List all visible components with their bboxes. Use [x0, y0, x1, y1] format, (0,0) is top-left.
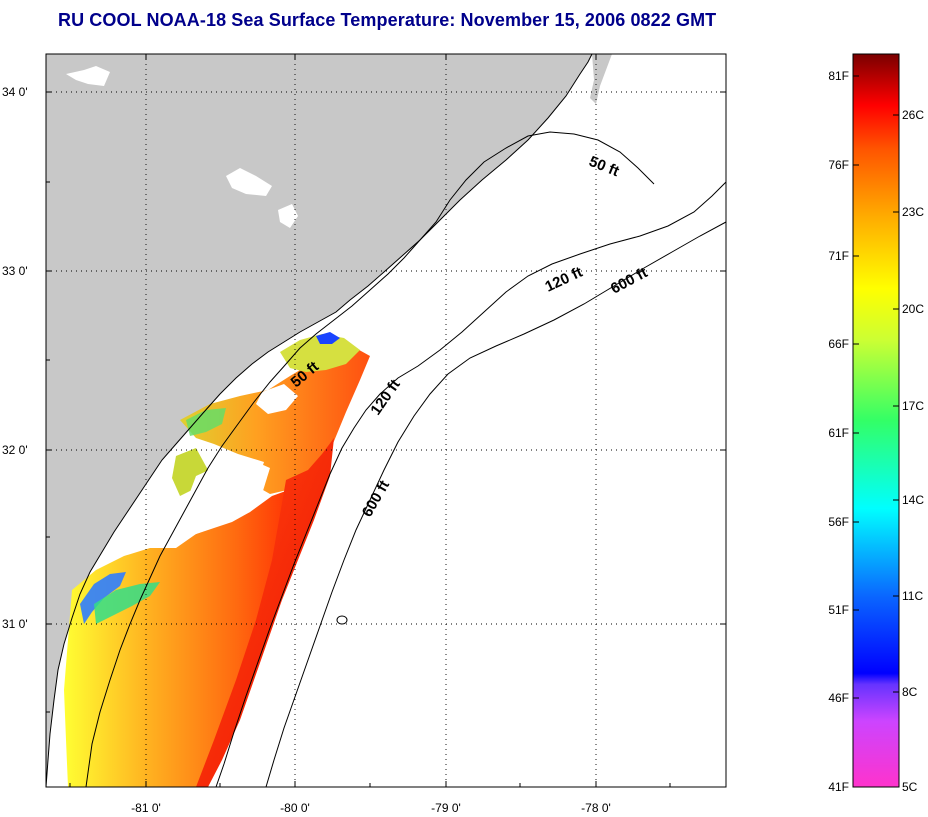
- sst-south-patch: [64, 468, 310, 787]
- inland-lake-a: [66, 66, 110, 86]
- colorbar-c-17: 17C: [902, 399, 924, 413]
- land-mass: [46, 54, 592, 787]
- sst-blue-north: [316, 332, 340, 344]
- colorbar-f-51: 51F: [828, 603, 849, 617]
- isobath-600ft: [265, 221, 726, 787]
- cloud-gap-main: [184, 460, 270, 536]
- cloud-gap-north: [256, 384, 298, 414]
- coastline: [46, 54, 593, 787]
- lat-label-32: 32 0': [2, 443, 28, 457]
- colorbar-f-66: 66F: [828, 337, 849, 351]
- colorbar-c-8: 8C: [902, 685, 918, 699]
- inland-lake-b: [226, 168, 272, 196]
- lon-label-78: -78 0': [581, 801, 611, 815]
- inland-lake-c: [278, 204, 298, 228]
- map-title: RU COOL NOAA-18 Sea Surface Temperature:…: [58, 10, 717, 30]
- cape-land: [590, 54, 612, 104]
- graticule: [46, 54, 726, 787]
- colorbar-f-71: 71F: [828, 249, 849, 263]
- colorbar-c-20: 20C: [902, 302, 924, 316]
- colorbar-f-41: 41F: [828, 780, 849, 794]
- sst-green-mid: [186, 408, 226, 436]
- sst-cold-nearshore: [80, 572, 126, 624]
- lat-label-31: 31 0': [2, 617, 28, 631]
- colorbar-f-46: 46F: [828, 691, 849, 705]
- colorbar-c-11: 11C: [902, 589, 923, 603]
- colorbar-f-61: 61F: [828, 426, 849, 440]
- colorbar-ticks: [853, 75, 899, 699]
- isobath-50ft: [85, 131, 655, 787]
- lat-label-34: 34 0': [2, 85, 28, 99]
- axis-ticks: [46, 54, 726, 787]
- colorbar-c-26: 26C: [902, 108, 924, 122]
- colorbar-f-81: 81F: [828, 69, 849, 83]
- colorbar-f-56: 56F: [828, 515, 849, 529]
- colorbar-c-23: 23C: [902, 205, 924, 219]
- lon-label-79: -79 0': [431, 801, 461, 815]
- lon-label-81: -81 0': [131, 801, 161, 815]
- sst-yellow-south: [172, 448, 208, 496]
- colorbar-f-76: 76F: [828, 158, 849, 172]
- lon-label-80: -80 0': [280, 801, 310, 815]
- colorbar-gradient: [852, 53, 900, 788]
- colorbar-c-14: 14C: [902, 493, 924, 507]
- map-frame: [45, 53, 727, 788]
- isobath-120ft: [215, 181, 726, 787]
- lat-label-33: 33 0': [2, 264, 28, 278]
- colorbar-c-5: 5C: [902, 780, 918, 794]
- sst-warm-core: [196, 438, 334, 787]
- sst-yellow-north: [280, 334, 360, 372]
